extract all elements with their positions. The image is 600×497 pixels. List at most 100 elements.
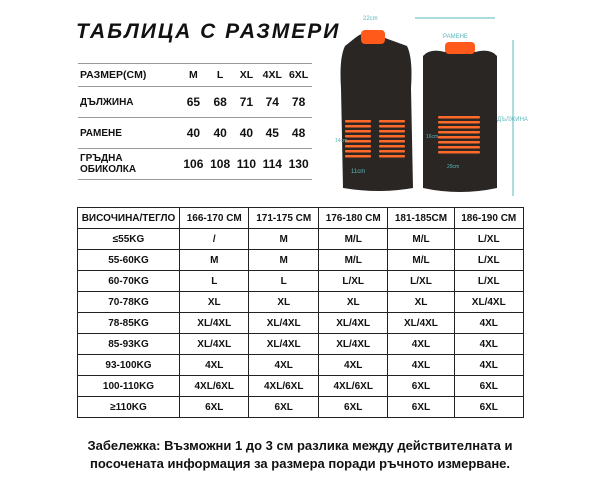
measurement-row: РАМЕНЕ 40 40 40 45 48: [78, 117, 312, 149]
size-cell: M/L: [387, 249, 455, 271]
size-cell: M/L: [317, 249, 389, 271]
size-cell: 4XL: [387, 333, 455, 355]
value-cell: 40: [206, 117, 234, 149]
row-label: ГРЪДНА ОБИКОЛКА: [78, 148, 180, 180]
size-cell: XL: [178, 291, 250, 313]
size-cell: 4XL/6XL: [178, 375, 250, 397]
heating-pad-line: [438, 136, 480, 139]
heating-pad-line: [379, 130, 405, 133]
vest-diagram: 22cm 11cm 14cm РАМЕНЕ 16cm 29cm ДЪЛЖИНА: [335, 16, 528, 196]
weight-cell: 55-60KG: [77, 249, 180, 271]
size-cell: 4XL: [317, 354, 389, 376]
measurement-row: ГРЪДНА ОБИКОЛКА 106 108 110 114 130: [78, 148, 312, 180]
header-cell: M: [180, 63, 207, 87]
size-cell: 4XL/6XL: [317, 375, 389, 397]
size-cell: L/XL: [453, 228, 524, 250]
page-title: ТАБЛИЦА С РАЗМЕРИ: [76, 20, 341, 43]
header-cell: 6XL: [285, 63, 312, 87]
value-cell: 114: [259, 148, 286, 180]
shoulder-label: РАМЕНЕ: [443, 34, 468, 40]
heating-pad-line: [379, 145, 405, 148]
heating-pad-line: [438, 146, 480, 149]
size-cell: L/XL: [387, 270, 455, 292]
heating-pad-line: [345, 145, 371, 148]
header-cell: XL: [233, 63, 260, 87]
heating-pad-line: [438, 116, 480, 119]
size-cell: L/XL: [453, 270, 524, 292]
size-cell: 6XL: [317, 396, 389, 418]
table-row: 93-100KG 4XL 4XL 4XL 4XL 4XL: [77, 354, 524, 376]
table-row: ≥110KG 6XL 6XL 6XL 6XL 6XL: [77, 396, 524, 418]
measurement-row: ДЪЛЖИНА 65 68 71 74 78: [78, 86, 312, 118]
heating-pad-line: [438, 126, 480, 129]
value-cell: 130: [285, 148, 312, 180]
value-cell: 106: [180, 148, 207, 180]
weight-cell: 85-93KG: [77, 333, 180, 355]
heating-pad-line: [379, 150, 405, 153]
size-cell: XL: [317, 291, 389, 313]
value-cell: 74: [259, 86, 286, 118]
table-row: 60-70KG L L L/XL L/XL L/XL: [77, 270, 524, 292]
size-cell: 6XL: [248, 396, 319, 418]
table-row: 100-110KG 4XL/6XL 4XL/6XL 4XL/6XL 6XL 6XL: [77, 375, 524, 397]
measurement-header-row: РАЗМЕР(CM) M L XL 4XL 6XL: [78, 63, 312, 87]
heating-pad-line: [438, 141, 480, 144]
size-cell: 6XL: [453, 396, 524, 418]
size-cell: 4XL: [387, 354, 455, 376]
weight-cell: 93-100KG: [77, 354, 180, 376]
row-label: ДЪЛЖИНА: [78, 86, 180, 118]
collar-label: 22cm: [363, 16, 378, 22]
value-cell: 68: [206, 86, 234, 118]
header-cell: 186-190 CM: [453, 207, 524, 229]
value-cell: 71: [233, 86, 260, 118]
size-cell: L: [248, 270, 319, 292]
size-cell: M/L: [317, 228, 389, 250]
size-cell: M: [248, 249, 319, 271]
size-cell: 4XL/6XL: [248, 375, 319, 397]
size-cell: L/XL: [317, 270, 389, 292]
size-cell: 4XL: [248, 354, 319, 376]
heating-pad-line: [345, 125, 371, 128]
heating-pad-line: [379, 155, 405, 158]
header-cell: РАЗМЕР(CM): [78, 63, 180, 87]
size-cell: 4XL: [453, 333, 524, 355]
heating-pad-line: [438, 131, 480, 134]
measurement-table: РАЗМЕР(CM) M L XL 4XL 6XL ДЪЛЖИНА 65 68 71 74 78 РАМ…: [78, 63, 312, 180]
heating-pad-line: [379, 140, 405, 143]
side-pad-label: 14cm: [335, 138, 347, 144]
value-cell: 40: [233, 117, 260, 149]
size-cell: 6XL: [178, 396, 250, 418]
value-cell: 110: [233, 148, 260, 180]
size-cell: XL: [248, 291, 319, 313]
heating-pad-line: [379, 120, 405, 123]
size-table: ВИСОЧИНА/ТЕГЛО 166-170 CM 171-175 CM 176-18…: [77, 207, 524, 418]
header-cell: 166-170 CM: [178, 207, 250, 229]
table-row: 55-60KG M M M/L M/L L/XL: [77, 249, 524, 271]
length-label: ДЪЛЖИНА: [497, 117, 528, 123]
note: Забележка: Възможни 1 до 3 см разлика ме…: [87, 438, 513, 471]
size-cell: XL: [387, 291, 455, 313]
weight-cell: 70-78KG: [77, 291, 180, 313]
heating-pad-line: [345, 150, 371, 153]
size-cell: 6XL: [453, 375, 524, 397]
heating-pad-line: [379, 125, 405, 128]
size-cell: M: [178, 249, 250, 271]
header-cell: L: [206, 63, 234, 87]
header-cell: 181-185CM: [387, 207, 455, 229]
weight-cell: 78-85KG: [77, 312, 180, 334]
size-cell: XL/4XL: [317, 333, 389, 355]
row-label: РАМЕНЕ: [78, 117, 180, 149]
heating-pad-line: [379, 135, 405, 138]
size-header-row: ВИСОЧИНА/ТЕГЛО 166-170 CM 171-175 CM 176-18…: [77, 207, 524, 229]
size-cell: XL/4XL: [178, 333, 250, 355]
size-cell: 6XL: [387, 396, 455, 418]
size-cell: L/XL: [453, 249, 524, 271]
size-cell: XL/4XL: [453, 291, 524, 313]
back-pad-width-label: 29cm: [447, 164, 459, 170]
header-cell: 176-180 CM: [317, 207, 389, 229]
weight-cell: ≤55KG: [77, 228, 180, 250]
value-cell: 48: [285, 117, 312, 149]
value-cell: 40: [180, 117, 207, 149]
size-cell: 4XL: [453, 354, 524, 376]
header-cell: 171-175 CM: [248, 207, 319, 229]
